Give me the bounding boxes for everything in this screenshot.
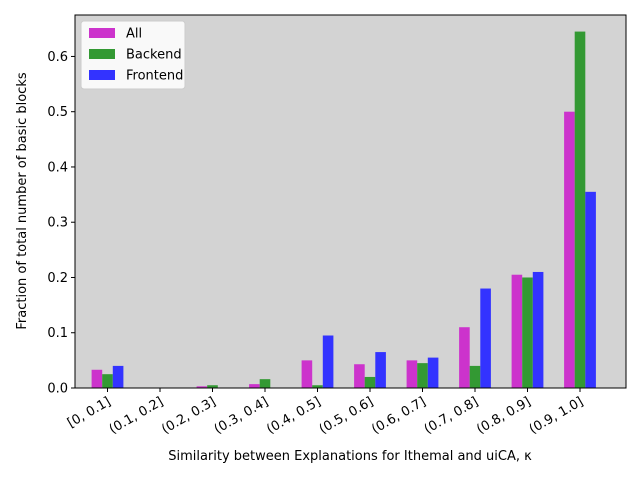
y-tick-label-6: 0.6 xyxy=(47,50,68,65)
bar-frontend-4 xyxy=(322,335,334,388)
bar-frontend-5 xyxy=(375,352,386,388)
bar-frontend-8 xyxy=(532,271,544,388)
y-axis-label: Fraction of total number of basic blocks xyxy=(15,72,30,329)
y-tick-label-3: 0.3 xyxy=(47,216,68,231)
bar-all-0 xyxy=(91,369,103,388)
x-tick-label-0: [0, 0.1] xyxy=(65,394,114,431)
bar-backend-8 xyxy=(522,277,533,388)
bar-all-6 xyxy=(406,360,418,388)
x-tick-label-4: (0.4, 0.5] xyxy=(264,394,323,437)
bar-backend-0 xyxy=(102,374,113,388)
x-tick-label-3: (0.3, 0.4] xyxy=(212,394,271,437)
plot-frame xyxy=(74,14,627,389)
x-axis-label: Similarity between Explanations for Ithe… xyxy=(168,449,532,464)
y-tick-label-2: 0.2 xyxy=(47,271,68,286)
bar-all-8 xyxy=(511,274,523,388)
legend-label-backend: Backend xyxy=(126,48,182,63)
x-tick-label-1: (0.1, 0.2] xyxy=(107,394,166,437)
legend-label-frontend: Frontend xyxy=(126,69,183,84)
x-tick-label-5: (0.5, 0.6] xyxy=(317,394,376,437)
legend-swatch-all xyxy=(89,28,115,38)
x-tick-label-7: (0.7, 0.8] xyxy=(422,394,481,437)
y-tick-label-1: 0.1 xyxy=(47,326,68,341)
bar-all-2 xyxy=(196,386,208,388)
bar-frontend-7 xyxy=(480,288,491,388)
legend-swatch-frontend xyxy=(89,70,115,80)
bar-all-4 xyxy=(301,360,313,388)
bars-layer xyxy=(91,31,596,388)
y-tick-label-4: 0.4 xyxy=(47,160,68,175)
x-axis: [0, 0.1](0.1, 0.2](0.2, 0.3](0.3, 0.4](0… xyxy=(65,388,586,437)
bar-backend-3 xyxy=(259,379,271,388)
x-tick-label-9: (0.9, 1.0] xyxy=(527,394,586,437)
x-tick-label-2: (0.2, 0.3] xyxy=(159,394,218,437)
bar-all-3 xyxy=(249,384,260,388)
bar-backend-6 xyxy=(417,363,428,388)
bar-all-9 xyxy=(564,111,575,388)
bar-backend-4 xyxy=(312,385,323,388)
y-tick-label-5: 0.5 xyxy=(47,105,68,120)
bar-all-5 xyxy=(354,364,365,388)
bar-all-7 xyxy=(459,327,470,388)
legend: All Backend Frontend xyxy=(80,20,186,90)
bar-frontend-9 xyxy=(585,191,596,388)
legend-swatch-backend xyxy=(89,49,115,59)
y-tick-label-0: 0.0 xyxy=(47,382,68,397)
x-tick-label-6: (0.6, 0.7] xyxy=(369,394,428,437)
bar-backend-5 xyxy=(364,376,376,388)
bar-frontend-0 xyxy=(112,365,124,388)
bar-backend-7 xyxy=(469,365,481,388)
bar-frontend-6 xyxy=(427,357,439,388)
bar-backend-2 xyxy=(207,385,218,388)
legend-label-all: All xyxy=(126,27,142,42)
x-tick-label-8: (0.8, 0.9] xyxy=(474,394,533,437)
y-axis: 0.0 0.1 0.2 0.3 0.4 0.5 0.6 xyxy=(47,50,75,397)
bar-backend-9 xyxy=(574,31,586,388)
